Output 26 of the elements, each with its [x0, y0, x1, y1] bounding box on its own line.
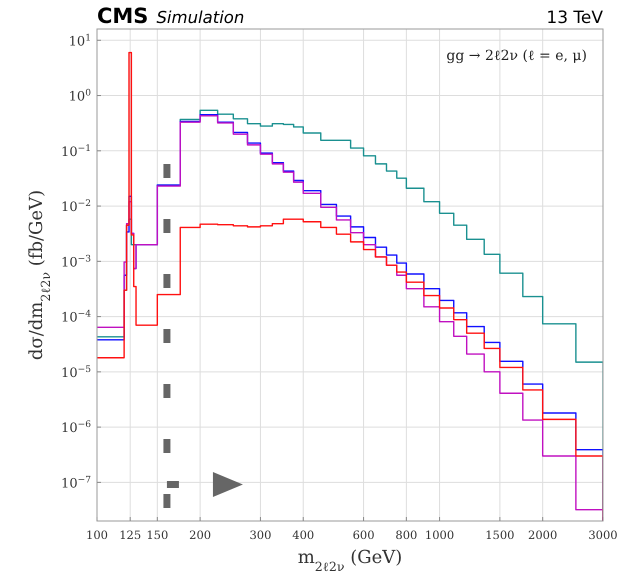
x-axis-title: m$_{2ℓ2ν}$ (GeV)	[298, 547, 402, 574]
x-tick-label: 300	[249, 528, 272, 542]
annotation: gg → 2ℓ2ν (ℓ = e, μ)	[446, 48, 587, 64]
x-tick-label: 100	[86, 528, 108, 542]
y-tick-label: 10$^{−1}$	[61, 144, 91, 160]
y-tick-label: 10$^{−5}$	[61, 364, 92, 381]
y-tick-label: 10$^{−2}$	[61, 199, 91, 216]
x-tick-label: 2000	[528, 528, 558, 542]
x-tick-label: 800	[395, 528, 418, 542]
chart-title: CMS	[97, 4, 148, 28]
x-tick-label: 150	[146, 528, 168, 542]
x-tick-label: 200	[189, 528, 212, 542]
y-tick-label: 10$^{−3}$	[61, 254, 92, 270]
x-tick-label: 600	[352, 528, 375, 542]
y-tick-label: 10$^{−4}$	[61, 310, 92, 326]
y-tick-label: 10$^{0}$	[68, 88, 92, 105]
x-tick-label: 1000	[424, 528, 454, 542]
y-tick-label: 10$^{1}$	[68, 33, 91, 50]
y-tick-label: 10$^{−6}$	[61, 420, 92, 436]
x-tick-label: 400	[292, 528, 314, 542]
x-tick-label: 125	[119, 528, 142, 542]
x-tick-label: 1500	[485, 528, 515, 542]
x-tick-label: 3000	[588, 528, 618, 542]
text: 13 TeV	[546, 8, 604, 28]
y-tick-label: 10$^{−7}$	[61, 475, 92, 492]
chart-subtitle: Simulation	[156, 8, 244, 27]
